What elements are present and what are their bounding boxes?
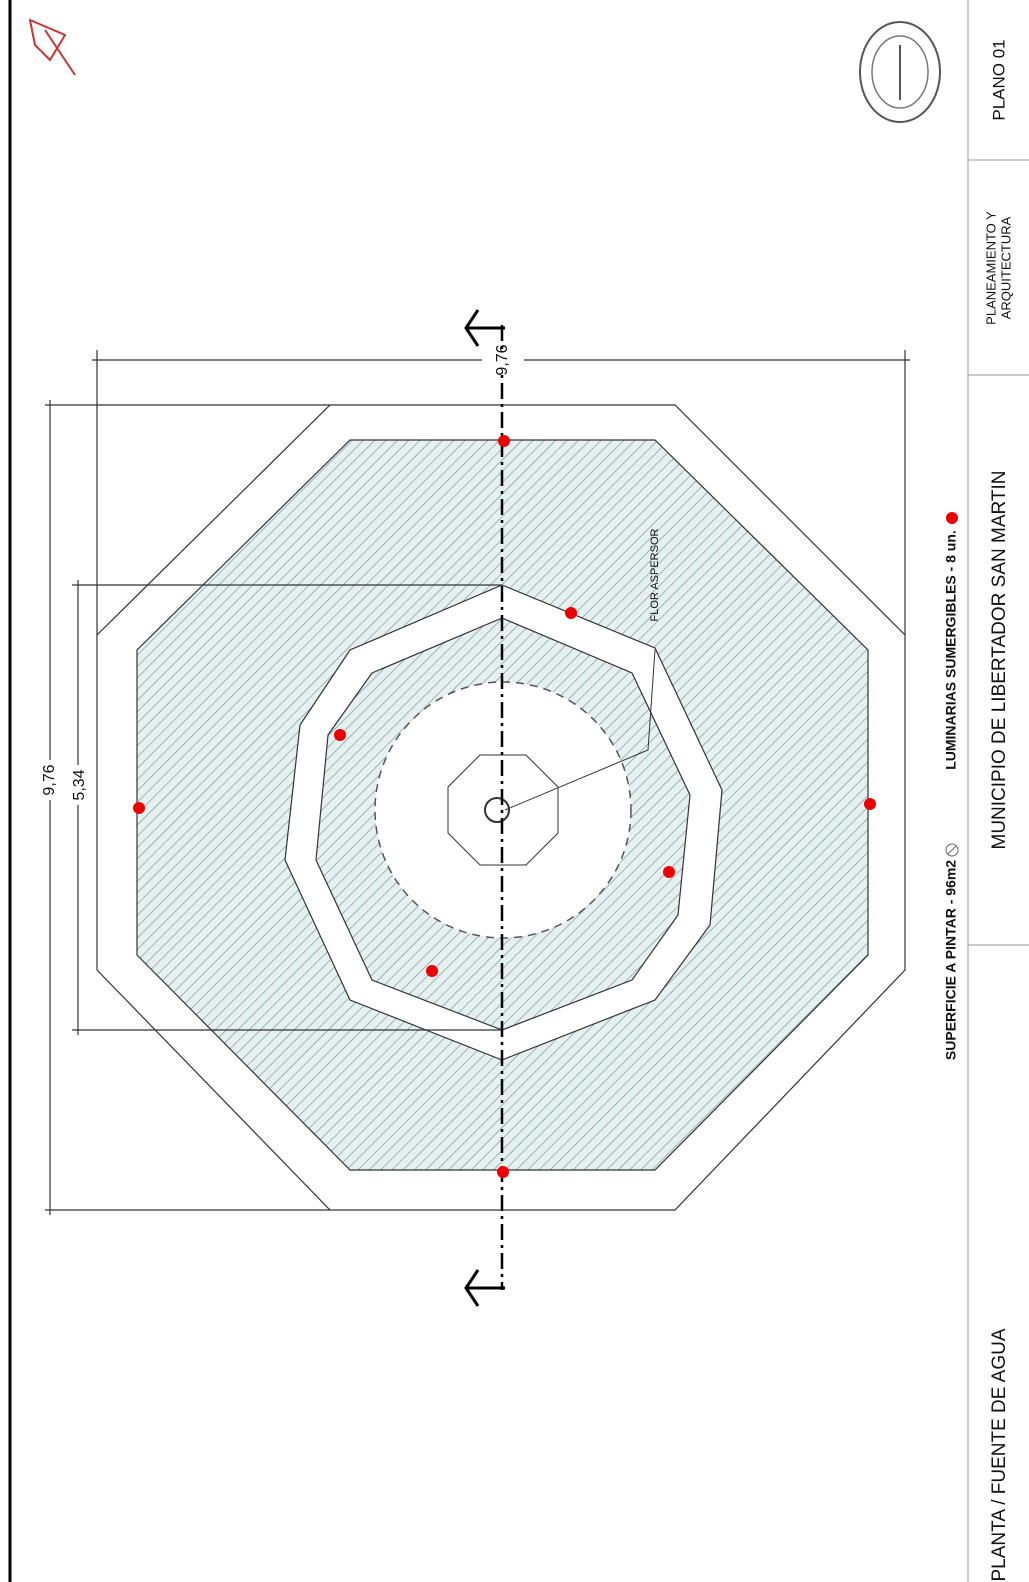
drawing-title: PLANTA / FUENTE DE AGUA — [989, 1328, 1010, 1581]
municipality: MUNICIPIO DE LIBERTADOR SAN MARTIN — [989, 471, 1010, 850]
central-pedestal — [447, 754, 559, 866]
annotation: FLOR ASPERSOR — [649, 528, 661, 621]
dim-label-bg — [40, 760, 58, 800]
lights — [133, 435, 876, 1178]
sprinkler — [484, 797, 510, 823]
section-arrow — [464, 309, 505, 347]
section-arrow — [464, 1269, 505, 1307]
logo — [859, 21, 941, 123]
north-mark — [28, 18, 76, 76]
leader-line — [504, 649, 656, 811]
legend-symbol — [945, 843, 959, 857]
dim-label-bg — [482, 350, 524, 370]
dimension-label: 9,76 — [494, 344, 511, 375]
department: ARQUITECTURA — [998, 216, 1013, 319]
legend-symbol — [947, 845, 957, 855]
legend-symbol — [946, 512, 958, 524]
dimension-label: 5,34 — [71, 769, 88, 800]
sheet-number: PLANO 01 — [989, 39, 1008, 120]
legend-text: SUPERFICIE A PINTAR - 96m2 — [943, 860, 959, 1060]
department: PLANEAMIENTO Y — [983, 211, 998, 325]
dimension-label: 9,76 — [41, 764, 58, 795]
legend-text: LUMINARIAS SUMERGIBLES - 8 un. — [943, 530, 959, 770]
dim-label-bg — [70, 765, 88, 805]
